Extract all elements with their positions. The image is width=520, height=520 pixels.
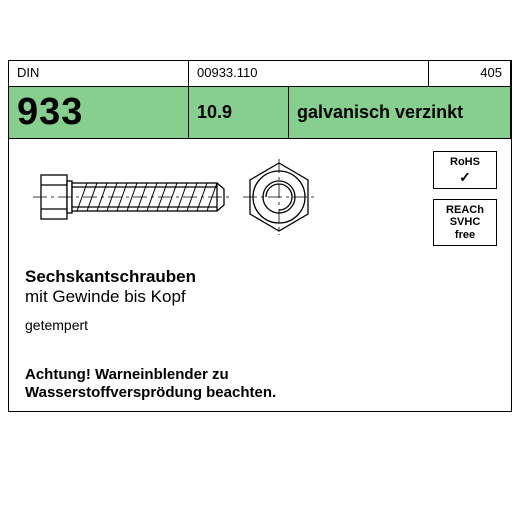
desc-line2: mit Gewinde bis Kopf (25, 287, 196, 307)
rohs-label: RoHS (436, 156, 494, 169)
reach-l3: free (436, 229, 494, 242)
header-right: 405 (429, 61, 511, 86)
warning-l2: Wasserstoffversprödung beachten. (25, 384, 276, 403)
desc-line1: Sechskantschrauben (25, 267, 196, 287)
header-code: 00933.110 (189, 61, 429, 86)
warning-l1: Achtung! Warneinblender zu (25, 366, 276, 385)
header-row: DIN 00933.110 405 (9, 61, 511, 87)
reach-l1: REACh (436, 204, 494, 217)
rohs-badge: RoHS ✓ (433, 151, 497, 189)
check-icon: ✓ (436, 169, 494, 185)
bolt-drawing (31, 153, 321, 253)
compliance-badges: RoHS ✓ REACh SVHC free (433, 151, 497, 256)
spec-number: 933 (9, 87, 189, 138)
reach-badge: REACh SVHC free (433, 199, 497, 246)
spec-row: 933 10.9 galvanisch verzinkt (9, 87, 511, 139)
body-area: RoHS ✓ REACh SVHC free Sechskantschraube… (9, 139, 511, 411)
description: Sechskantschrauben mit Gewinde bis Kopf … (25, 267, 196, 333)
desc-sub: getempert (25, 317, 196, 333)
warning: Achtung! Warneinblender zu Wasserstoffve… (25, 366, 276, 404)
spec-finish: galvanisch verzinkt (289, 87, 511, 138)
header-din: DIN (9, 61, 189, 86)
spec-card: DIN 00933.110 405 933 10.9 galvanisch ve… (8, 60, 512, 412)
reach-l2: SVHC (436, 216, 494, 229)
spec-grade: 10.9 (189, 87, 289, 138)
